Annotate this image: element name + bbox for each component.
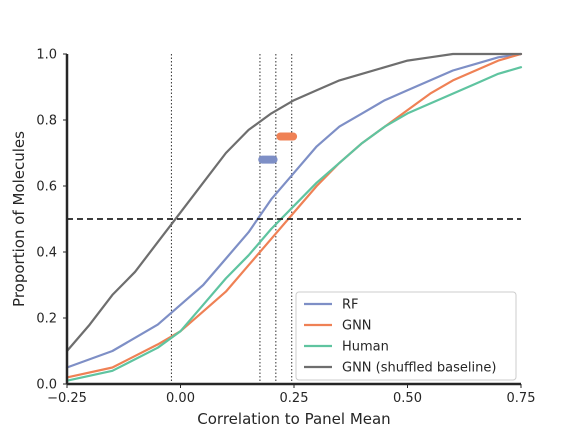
legend: RF GNN Human GNN (shuffled baseline): [295, 291, 517, 381]
series-line-rf: [65, 52, 523, 369]
legend-label-human: Human: [342, 340, 389, 355]
y-tick-label: 0.0: [36, 378, 57, 393]
series-line-human: [65, 66, 523, 382]
legend-label-rf: RF: [342, 298, 359, 313]
y-tick-label: 0.8: [36, 114, 57, 129]
y-tick-label: 0.6: [36, 180, 57, 195]
x-tick-label: 0.00: [166, 391, 195, 406]
x-tick-label: −0.25: [47, 391, 87, 406]
y-axis-label: Proportion of Molecules: [10, 131, 28, 307]
legend-box: [295, 291, 517, 381]
legend-label-gnn: GNN: [342, 319, 372, 334]
tick-labels: −0.25 0.00 0.25 0.50 0.75 0.0 0.2 0.4 0.6 0.8 1.0: [36, 48, 535, 407]
y-tick-label: 0.4: [36, 246, 57, 261]
x-tick-label: 0.25: [280, 391, 309, 406]
plot-area: [65, 52, 523, 384]
axes: [63, 53, 522, 388]
x-tick-label: 0.75: [507, 391, 536, 406]
legend-label-gnn-shuffled-baseline: GNN (shuffled baseline): [342, 361, 496, 376]
y-tick-label: 0.2: [36, 312, 57, 327]
y-tick-label: 1.0: [36, 48, 57, 63]
x-tick-label: 0.50: [393, 391, 422, 406]
series-line-gnn-shuffled-baseline: [65, 52, 523, 353]
x-axis-label: Correlation to Panel Mean: [197, 410, 390, 428]
